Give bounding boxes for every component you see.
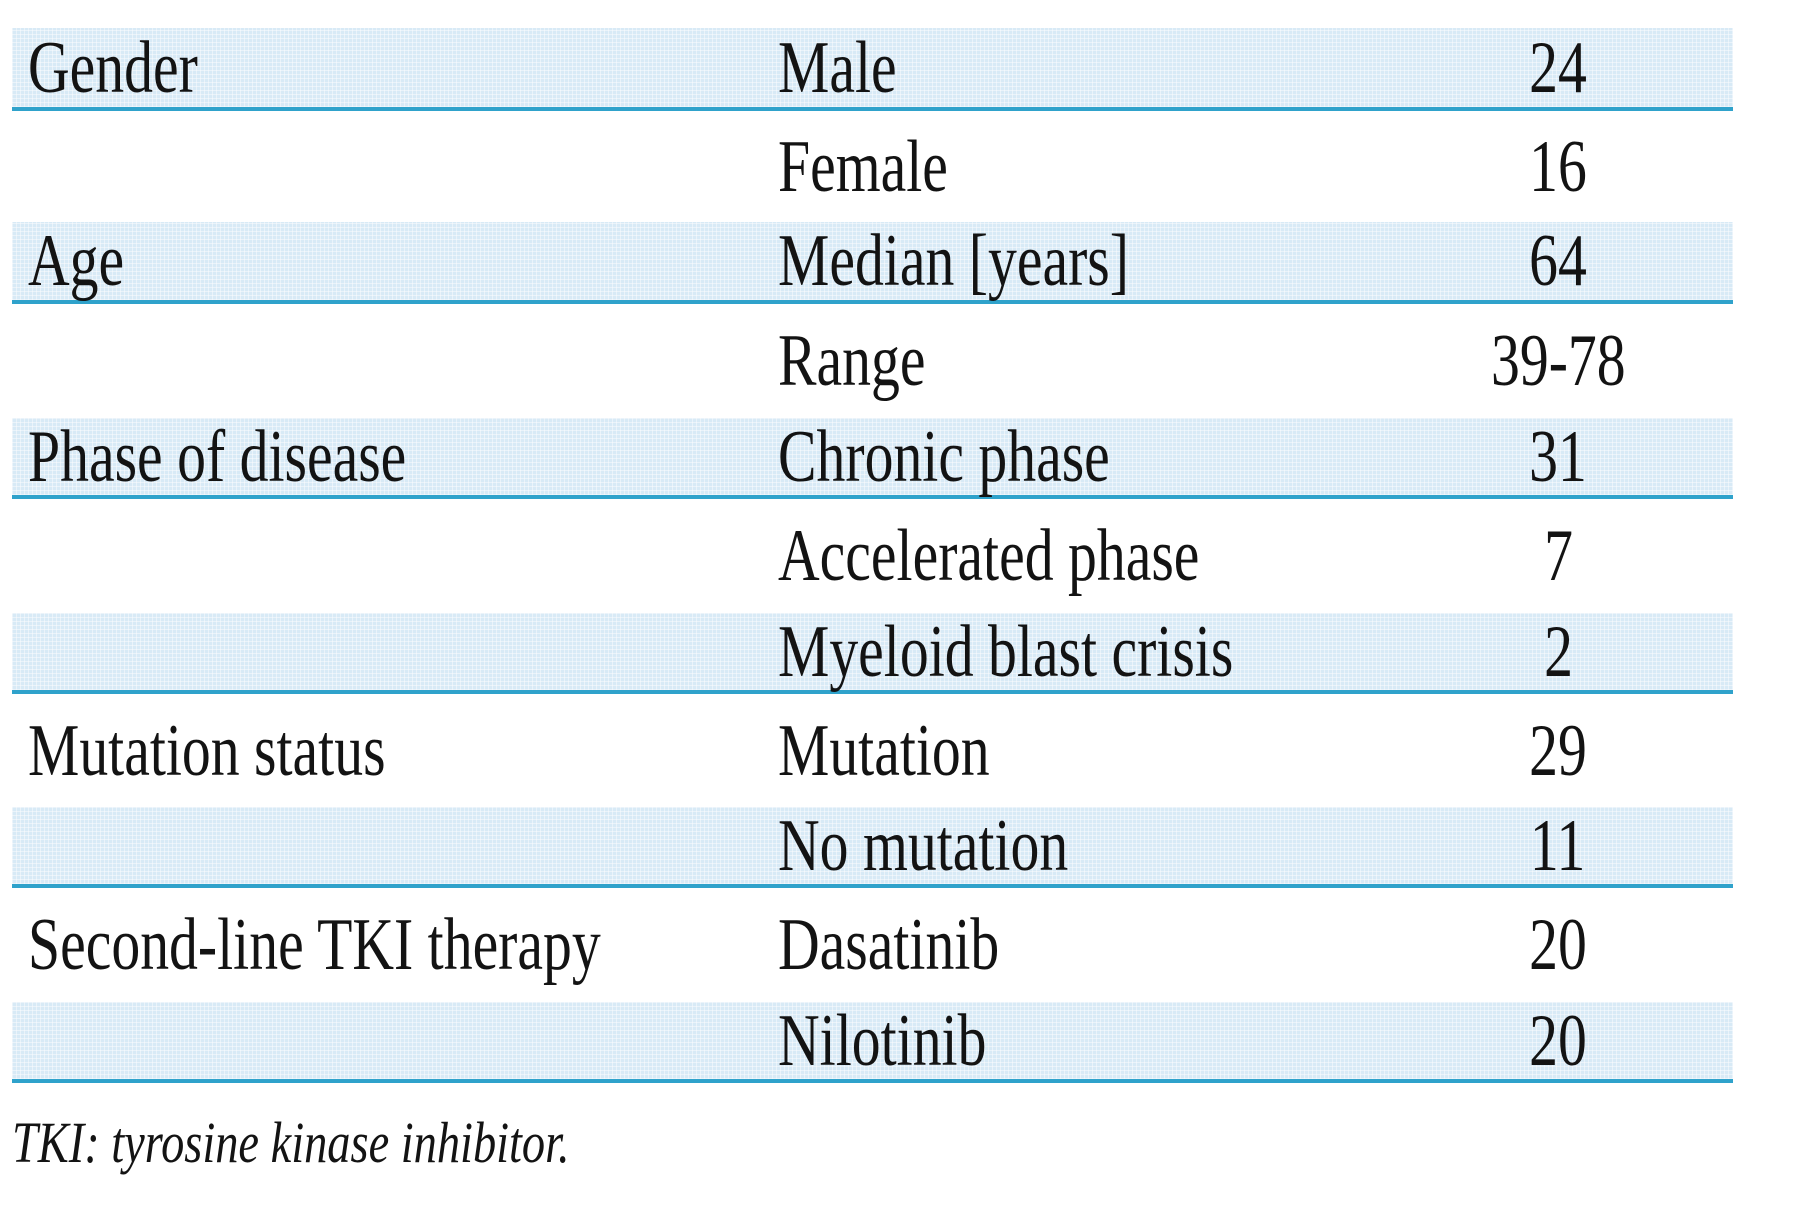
patient-characteristics-table: Gender Male 24 Female 16 Age Median [yea… bbox=[12, 28, 1733, 1083]
category-text: Gender bbox=[28, 26, 198, 109]
category-cell: Mutation status bbox=[12, 714, 778, 788]
category-text: Second-line TKI therapy bbox=[28, 904, 601, 986]
subcategory-cell: No mutation bbox=[778, 809, 1383, 883]
value-cell: 39-78 bbox=[1383, 324, 1733, 398]
subcategory-cell: Chronic phase bbox=[778, 420, 1383, 494]
subcategory-text: Female bbox=[778, 125, 948, 208]
value-cell: 16 bbox=[1383, 130, 1733, 204]
subcategory-cell: Range bbox=[778, 324, 1383, 398]
value-text: 2 bbox=[1543, 610, 1573, 693]
table-row: Nilotinib 20 bbox=[12, 1002, 1733, 1083]
table-row: Second-line TKI therapy Dasatinib 20 bbox=[12, 888, 1733, 1002]
value-cell: 11 bbox=[1383, 809, 1733, 883]
value-cell: 2 bbox=[1383, 615, 1733, 689]
subcategory-cell: Myeloid blast crisis bbox=[778, 615, 1383, 689]
category-cell bbox=[12, 1033, 778, 1049]
category-text: Phase of disease bbox=[28, 415, 407, 498]
footnote-text: TKI: tyrosine kinase inhibitor. bbox=[12, 1110, 570, 1175]
subcategory-text: Dasatinib bbox=[778, 904, 1000, 986]
table-row: Phase of disease Chronic phase 31 bbox=[12, 418, 1733, 499]
value-cell: 20 bbox=[1383, 1004, 1733, 1078]
table-footnote: TKI: tyrosine kinase inhibitor. bbox=[12, 1114, 709, 1172]
category-text: Age bbox=[28, 220, 125, 302]
subcategory-cell: Male bbox=[778, 31, 1383, 105]
subcategory-text: No mutation bbox=[778, 804, 1069, 887]
subcategory-text: Male bbox=[778, 26, 897, 109]
value-cell: 29 bbox=[1383, 714, 1733, 788]
subcategory-cell: Mutation bbox=[778, 714, 1383, 788]
value-text: 31 bbox=[1529, 415, 1587, 498]
category-cell: Age bbox=[12, 224, 778, 298]
table-row: Female 16 bbox=[12, 111, 1733, 222]
subcategory-text: Mutation bbox=[778, 709, 990, 792]
table-row: Accelerated phase 7 bbox=[12, 499, 1733, 613]
subcategory-text: Myeloid blast crisis bbox=[778, 610, 1234, 693]
table-row: Range 39-78 bbox=[12, 304, 1733, 418]
value-text: 16 bbox=[1529, 125, 1587, 208]
value-text: 64 bbox=[1529, 220, 1587, 302]
table-row: Mutation status Mutation 29 bbox=[12, 694, 1733, 807]
subcategory-text: Accelerated phase bbox=[778, 515, 1200, 597]
subcategory-cell: Median [years] bbox=[778, 224, 1383, 298]
table-row: Myeloid blast crisis 2 bbox=[12, 613, 1733, 694]
value-text: 20 bbox=[1529, 904, 1587, 986]
category-cell: Gender bbox=[12, 31, 778, 105]
category-cell bbox=[12, 159, 778, 175]
subcategory-cell: Accelerated phase bbox=[778, 519, 1383, 593]
subcategory-text: Chronic phase bbox=[778, 415, 1110, 498]
value-text: 24 bbox=[1529, 26, 1587, 109]
value-text: 20 bbox=[1529, 999, 1587, 1082]
subcategory-text: Range bbox=[778, 320, 926, 402]
subcategory-text: Median [years] bbox=[778, 220, 1129, 302]
subcategory-cell: Female bbox=[778, 130, 1383, 204]
value-cell: 20 bbox=[1383, 908, 1733, 982]
value-cell: 24 bbox=[1383, 31, 1733, 105]
value-cell: 7 bbox=[1383, 519, 1733, 593]
category-cell bbox=[12, 353, 778, 369]
category-cell bbox=[12, 548, 778, 564]
value-cell: 31 bbox=[1383, 420, 1733, 494]
value-text: 29 bbox=[1529, 709, 1587, 792]
subcategory-cell: Dasatinib bbox=[778, 908, 1383, 982]
value-cell: 64 bbox=[1383, 224, 1733, 298]
table-row: No mutation 11 bbox=[12, 807, 1733, 888]
category-text: Mutation status bbox=[28, 709, 386, 792]
subcategory-text: Nilotinib bbox=[778, 999, 987, 1082]
value-text: 11 bbox=[1530, 804, 1586, 887]
category-cell: Phase of disease bbox=[12, 420, 778, 494]
value-text: 7 bbox=[1543, 515, 1573, 597]
category-cell: Second-line TKI therapy bbox=[12, 908, 778, 982]
table-row: Gender Male 24 bbox=[12, 28, 1733, 111]
category-cell bbox=[12, 644, 778, 660]
value-text: 39-78 bbox=[1490, 320, 1626, 402]
subcategory-cell: Nilotinib bbox=[778, 1004, 1383, 1078]
category-cell bbox=[12, 838, 778, 854]
table-row: Age Median [years] 64 bbox=[12, 222, 1733, 304]
